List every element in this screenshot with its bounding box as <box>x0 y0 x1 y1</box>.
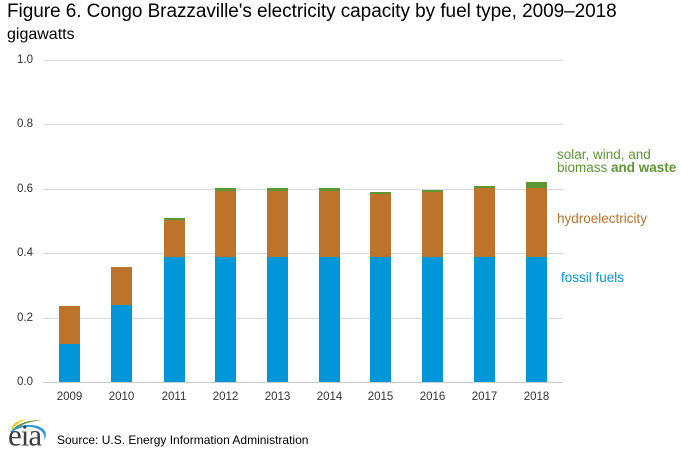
svg-text:eia: eia <box>8 417 42 450</box>
